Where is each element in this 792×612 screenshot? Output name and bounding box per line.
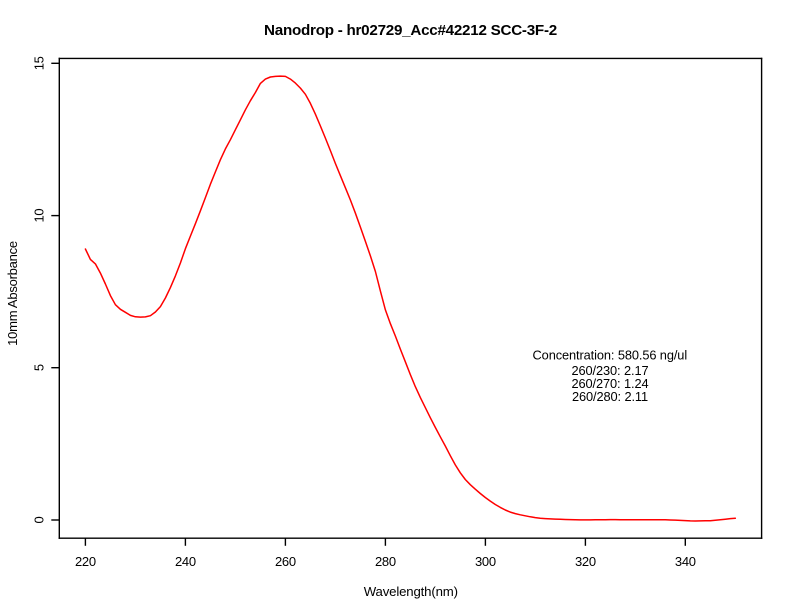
svg-text:Wavelength(nm): Wavelength(nm) [364,584,458,599]
svg-text:5: 5 [32,364,47,371]
svg-text:0: 0 [32,516,47,523]
svg-text:Nanodrop - hr02729_Acc#42212 S: Nanodrop - hr02729_Acc#42212 SCC-3F-2 [264,22,557,39]
svg-text:15: 15 [32,56,47,70]
svg-text:10mm Absorbance: 10mm Absorbance [5,241,20,346]
svg-text:260: 260 [275,554,296,569]
svg-text:Concentration: 580.56 ng/ul: Concentration: 580.56 ng/ul [533,348,688,363]
svg-text:320: 320 [575,554,596,569]
svg-text:300: 300 [475,554,496,569]
svg-text:280: 280 [375,554,396,569]
svg-text:340: 340 [675,554,696,569]
svg-text:220: 220 [75,554,96,569]
svg-text:260/280: 2.11: 260/280: 2.11 [572,389,648,404]
svg-text:240: 240 [175,554,196,569]
svg-text:10: 10 [32,209,47,223]
svg-text:260/230: 2.17: 260/230: 2.17 [572,363,649,378]
svg-text:260/270: 1.24: 260/270: 1.24 [572,376,649,391]
